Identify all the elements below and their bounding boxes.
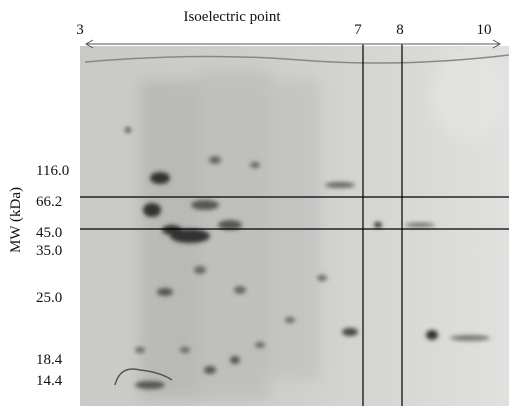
pi-label: 10 xyxy=(477,22,492,38)
pi-label: 7 xyxy=(354,22,362,38)
mw-label: 35.0 xyxy=(36,243,62,259)
pi-label: 3 xyxy=(76,22,84,38)
top-axis-title: Isoelectric point xyxy=(183,9,281,25)
mw-label: 116.0 xyxy=(36,163,69,179)
reference-lines xyxy=(80,44,509,406)
mw-label: 25.0 xyxy=(36,290,62,306)
mw-label: 66.2 xyxy=(36,194,62,210)
mw-label: 45.0 xyxy=(36,225,62,241)
left-axis-title: MW (kDa) xyxy=(8,187,24,253)
pi-arrow xyxy=(84,39,502,49)
mw-label: 18.4 xyxy=(36,352,63,368)
gel-image xyxy=(80,46,509,406)
mw-label: 14.4 xyxy=(36,373,63,389)
pi-label: 8 xyxy=(396,22,404,38)
